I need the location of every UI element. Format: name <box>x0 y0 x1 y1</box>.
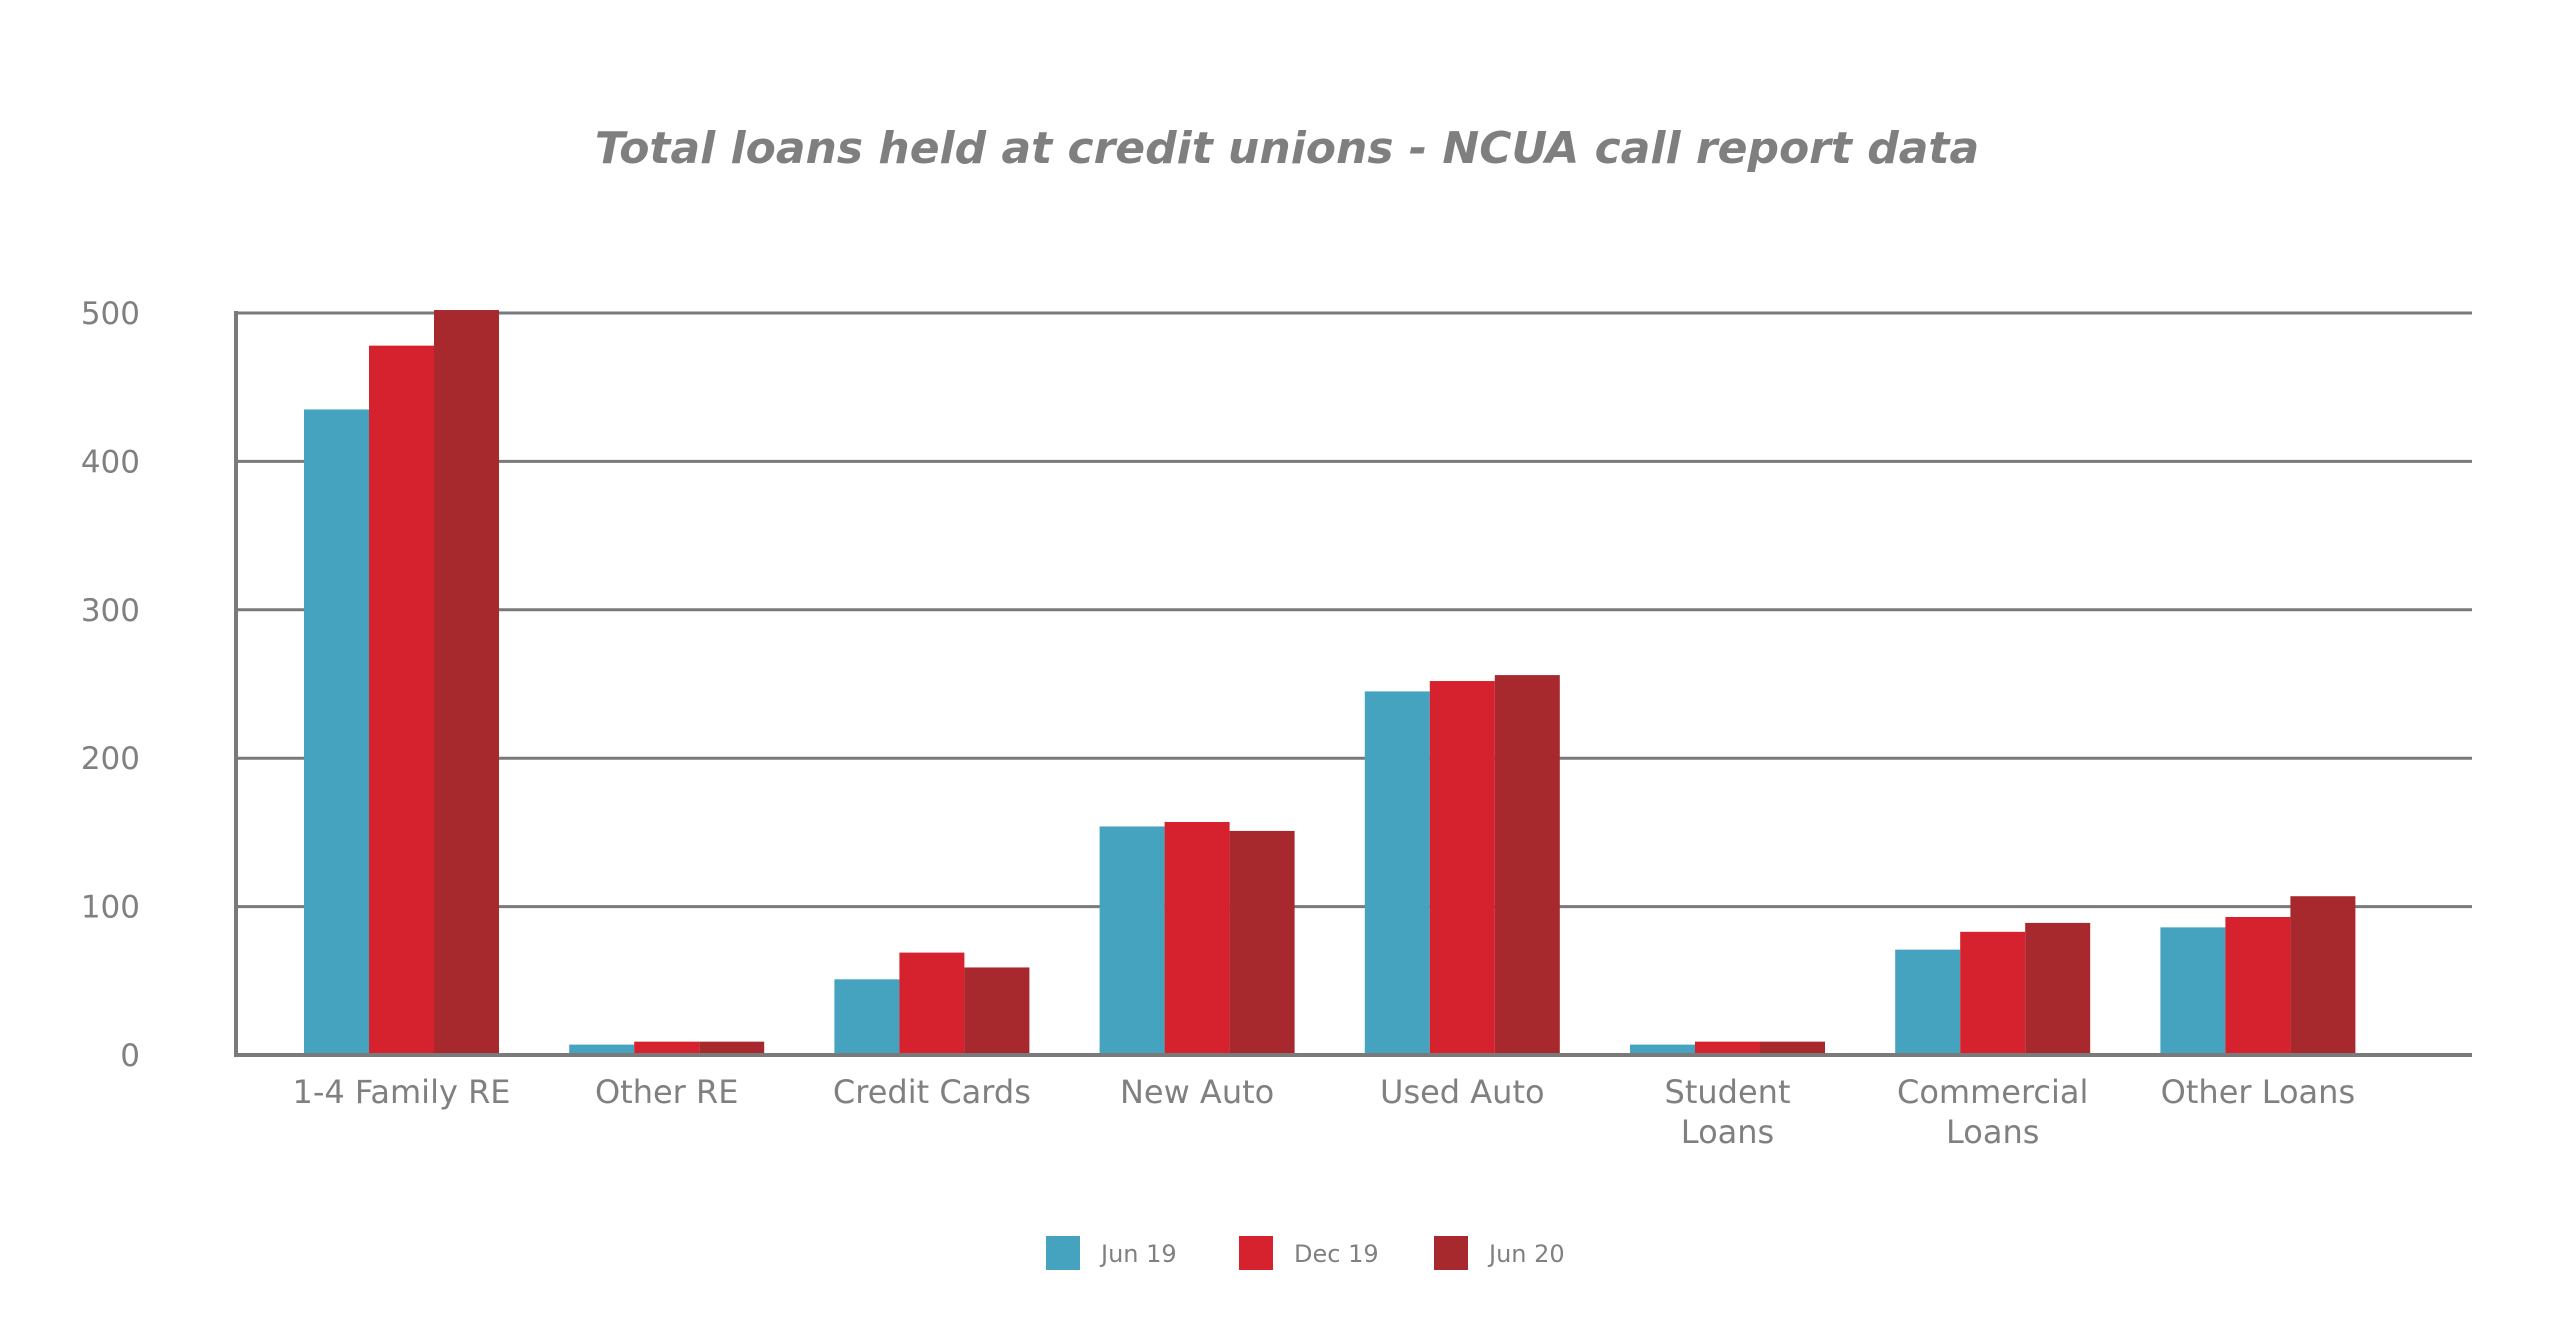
bar <box>2025 922 2091 1055</box>
legend-label: Jun 20 <box>1487 1240 1565 1268</box>
y-tick-label: 200 <box>81 741 140 777</box>
x-tick-label: Loans <box>1946 1113 2039 1151</box>
bar <box>634 1041 700 1055</box>
legend-label: Dec 19 <box>1294 1240 1379 1268</box>
bar <box>964 967 1030 1055</box>
bar <box>2290 896 2356 1055</box>
bar <box>304 409 369 1056</box>
bar <box>1494 675 1560 1055</box>
chart-title: Total loans held at credit unions - NCUA… <box>594 123 1980 174</box>
bar <box>1760 1041 1825 1055</box>
bar <box>1960 931 2026 1055</box>
x-tick-label: Other Loans <box>2161 1073 2355 1111</box>
bar <box>1364 691 1430 1055</box>
bar <box>1630 1044 1695 1055</box>
bar <box>1229 830 1295 1055</box>
y-tick-label: 100 <box>81 890 140 926</box>
bar <box>434 310 499 1056</box>
x-tick-label: Loans <box>1681 1113 1774 1151</box>
x-tick-label: Commercial <box>1897 1073 2088 1111</box>
x-tick-label: New Auto <box>1120 1073 1274 1111</box>
bar <box>1695 1041 1760 1055</box>
bar <box>1429 681 1495 1055</box>
x-tick-label: 1-4 Family RE <box>292 1073 510 1111</box>
x-tick-label: Student <box>1665 1073 1791 1111</box>
bar <box>369 345 434 1055</box>
legend-swatch <box>1434 1236 1468 1270</box>
y-tick-label: 500 <box>81 296 140 332</box>
legend-swatch <box>1046 1236 1080 1270</box>
legend-swatch <box>1239 1236 1273 1270</box>
y-tick-label: 0 <box>120 1038 140 1074</box>
y-tick-label: 300 <box>81 593 140 629</box>
bar <box>834 979 900 1055</box>
bar <box>2225 916 2291 1055</box>
bar <box>1164 822 1230 1055</box>
bar <box>699 1041 765 1055</box>
x-tick-label: Credit Cards <box>833 1073 1031 1111</box>
x-tick-label: Used Auto <box>1380 1073 1545 1111</box>
bar <box>2160 927 2226 1055</box>
bar <box>1895 949 1961 1055</box>
y-tick-label: 400 <box>81 444 140 480</box>
bar <box>1099 826 1165 1055</box>
legend-label: Jun 19 <box>1099 1240 1177 1268</box>
bar <box>569 1044 635 1055</box>
bar <box>899 952 965 1055</box>
x-tick-label: Other RE <box>595 1073 738 1111</box>
